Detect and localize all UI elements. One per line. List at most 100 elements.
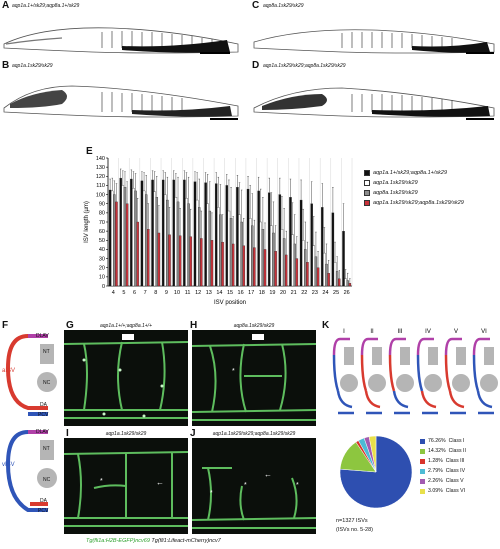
legend-label-3: aqp8a.1sk29/sk29 — [373, 190, 418, 196]
bar-2-20 — [280, 229, 284, 287]
bar-3-18 — [261, 229, 265, 287]
transgene-mcherry: Tg(fli1:Lifeact-mCherry)ncv7 — [149, 538, 221, 544]
micrograph-i-svg — [64, 451, 188, 527]
legend-label-4: aqp1a.1sk29/sk29;aqp8a.1sk29/sk29 — [373, 200, 464, 206]
bar-2-15 — [227, 210, 231, 287]
fish-a-svg — [3, 27, 239, 54]
label-visv: vISV — [2, 462, 15, 468]
panel-label-i: I — [66, 428, 69, 439]
schematic-aisv — [5, 334, 57, 416]
label-dlav-bottom: DLAV — [36, 429, 49, 435]
bar-2-5 — [121, 185, 125, 287]
bar-4-15 — [231, 243, 235, 287]
isv-class-pie-chart — [339, 435, 413, 509]
label-pcv-top: PCV — [38, 412, 49, 418]
bar-1-21 — [289, 197, 292, 287]
label-pcv-bottom: PCV — [38, 508, 49, 514]
bar-2-12 — [195, 199, 199, 287]
y-tick-label: 130 — [96, 165, 105, 171]
legend-label-2: aqp1a.1sk29/sk29 — [373, 180, 418, 186]
bar-1-6 — [130, 178, 133, 287]
pie-isv-range: (ISVs no. 5-28) — [336, 527, 373, 533]
x-tick-label: 12 — [195, 290, 201, 296]
legend-swatch-1 — [364, 170, 370, 176]
panel-d-fish-image — [252, 70, 496, 122]
class-diagram-V — [444, 337, 470, 415]
bar-1-20 — [278, 194, 282, 287]
x-tick-label: 18 — [259, 290, 265, 296]
legend-swatch-3 — [364, 190, 370, 196]
x-tick-label: 13 — [206, 290, 212, 296]
micrograph-h: * — [192, 330, 316, 426]
pie-legend-pct-6: 3.09% — [428, 488, 443, 494]
x-tick-label: 10 — [174, 290, 180, 296]
pie-legend-label-6: Class VI — [445, 488, 466, 494]
bar-2-21 — [291, 234, 294, 287]
y-tick-label: 20 — [99, 266, 105, 272]
legend-entry-3: aqp8a.1sk29/sk29 — [364, 190, 418, 196]
bar-3-25 — [335, 271, 339, 287]
class-label-I: I — [343, 329, 345, 335]
bar-3-16 — [240, 221, 243, 287]
class-label-III: III — [397, 329, 402, 335]
y-tick-label: 70 — [99, 220, 105, 226]
bar-4-4 — [115, 201, 118, 287]
pie-legend-pct-5: 2.26% — [428, 478, 443, 484]
x-tick-label: 26 — [344, 290, 350, 296]
pie-legend-label-1: Class I — [448, 438, 465, 444]
label-nc-bottom: NC — [43, 477, 51, 483]
bar-3-26 — [346, 280, 349, 287]
x-tick-label: 23 — [312, 290, 318, 296]
bar-4-8 — [157, 232, 161, 287]
label-aisv: aISV — [2, 368, 16, 374]
y-tick-label: 100 — [96, 192, 105, 198]
x-tick-label: 7 — [144, 290, 147, 296]
bar-2-9 — [164, 194, 167, 287]
class-label-V: V — [454, 329, 458, 335]
bar-3-19 — [272, 232, 275, 287]
pie-legend-pct-4: 2.79% — [428, 468, 443, 474]
bar-4-25 — [338, 278, 341, 287]
isv-class-schematics: I II III IV V VI — [332, 329, 498, 415]
bar-3-12 — [198, 207, 201, 287]
panel-c-fish-image — [252, 8, 496, 56]
asterisk-marker: * — [232, 368, 235, 375]
label-dlav-top: DLAV — [36, 333, 49, 339]
bar-2-22 — [301, 240, 305, 287]
micrograph-h-svg — [192, 334, 316, 421]
legend-swatch-2 — [364, 180, 370, 186]
bar-1-17 — [246, 188, 250, 287]
label-nt-bottom: NT — [43, 446, 50, 452]
bar-2-11 — [185, 198, 188, 287]
pie-legend-pct-3: 1.28% — [428, 458, 443, 464]
bar-4-26 — [348, 283, 352, 287]
y-tick-label: 90 — [99, 202, 105, 208]
pie-n-count: n=1327 ISVs — [336, 518, 368, 524]
bar-3-14 — [219, 214, 222, 287]
panel-b-fish-image — [2, 70, 240, 122]
bar-4-17 — [253, 247, 256, 287]
panel-a-fish-image — [2, 8, 240, 56]
bar-2-14 — [217, 207, 220, 287]
legend-entry-2: aqp1a.1sk29/sk29 — [364, 180, 418, 186]
pie-legend-label-3: Class III — [445, 458, 465, 464]
y-tick-label: 80 — [99, 211, 105, 217]
y-tick-label: 30 — [99, 256, 105, 262]
bar-1-12 — [193, 181, 197, 287]
pie-legend-label-4: Class IV — [445, 468, 466, 474]
bar-1-9 — [161, 179, 165, 287]
x-tick-label: 15 — [227, 290, 233, 296]
bar-1-19 — [268, 192, 271, 287]
asterisk-marker: * — [296, 482, 299, 489]
y-tick-label: 0 — [102, 284, 105, 290]
class-label-II: II — [370, 329, 374, 335]
bar-1-13 — [204, 182, 207, 287]
y-tick-label: 10 — [99, 275, 105, 281]
arrow-marker: ← — [264, 470, 272, 479]
x-tick-label: 6 — [133, 290, 136, 296]
bar-4-24 — [327, 273, 330, 287]
x-tick-label: 19 — [269, 290, 275, 296]
panel-label-b: B — [2, 60, 10, 71]
label-da-top: DA — [40, 402, 47, 408]
bar-1-5 — [119, 177, 122, 287]
